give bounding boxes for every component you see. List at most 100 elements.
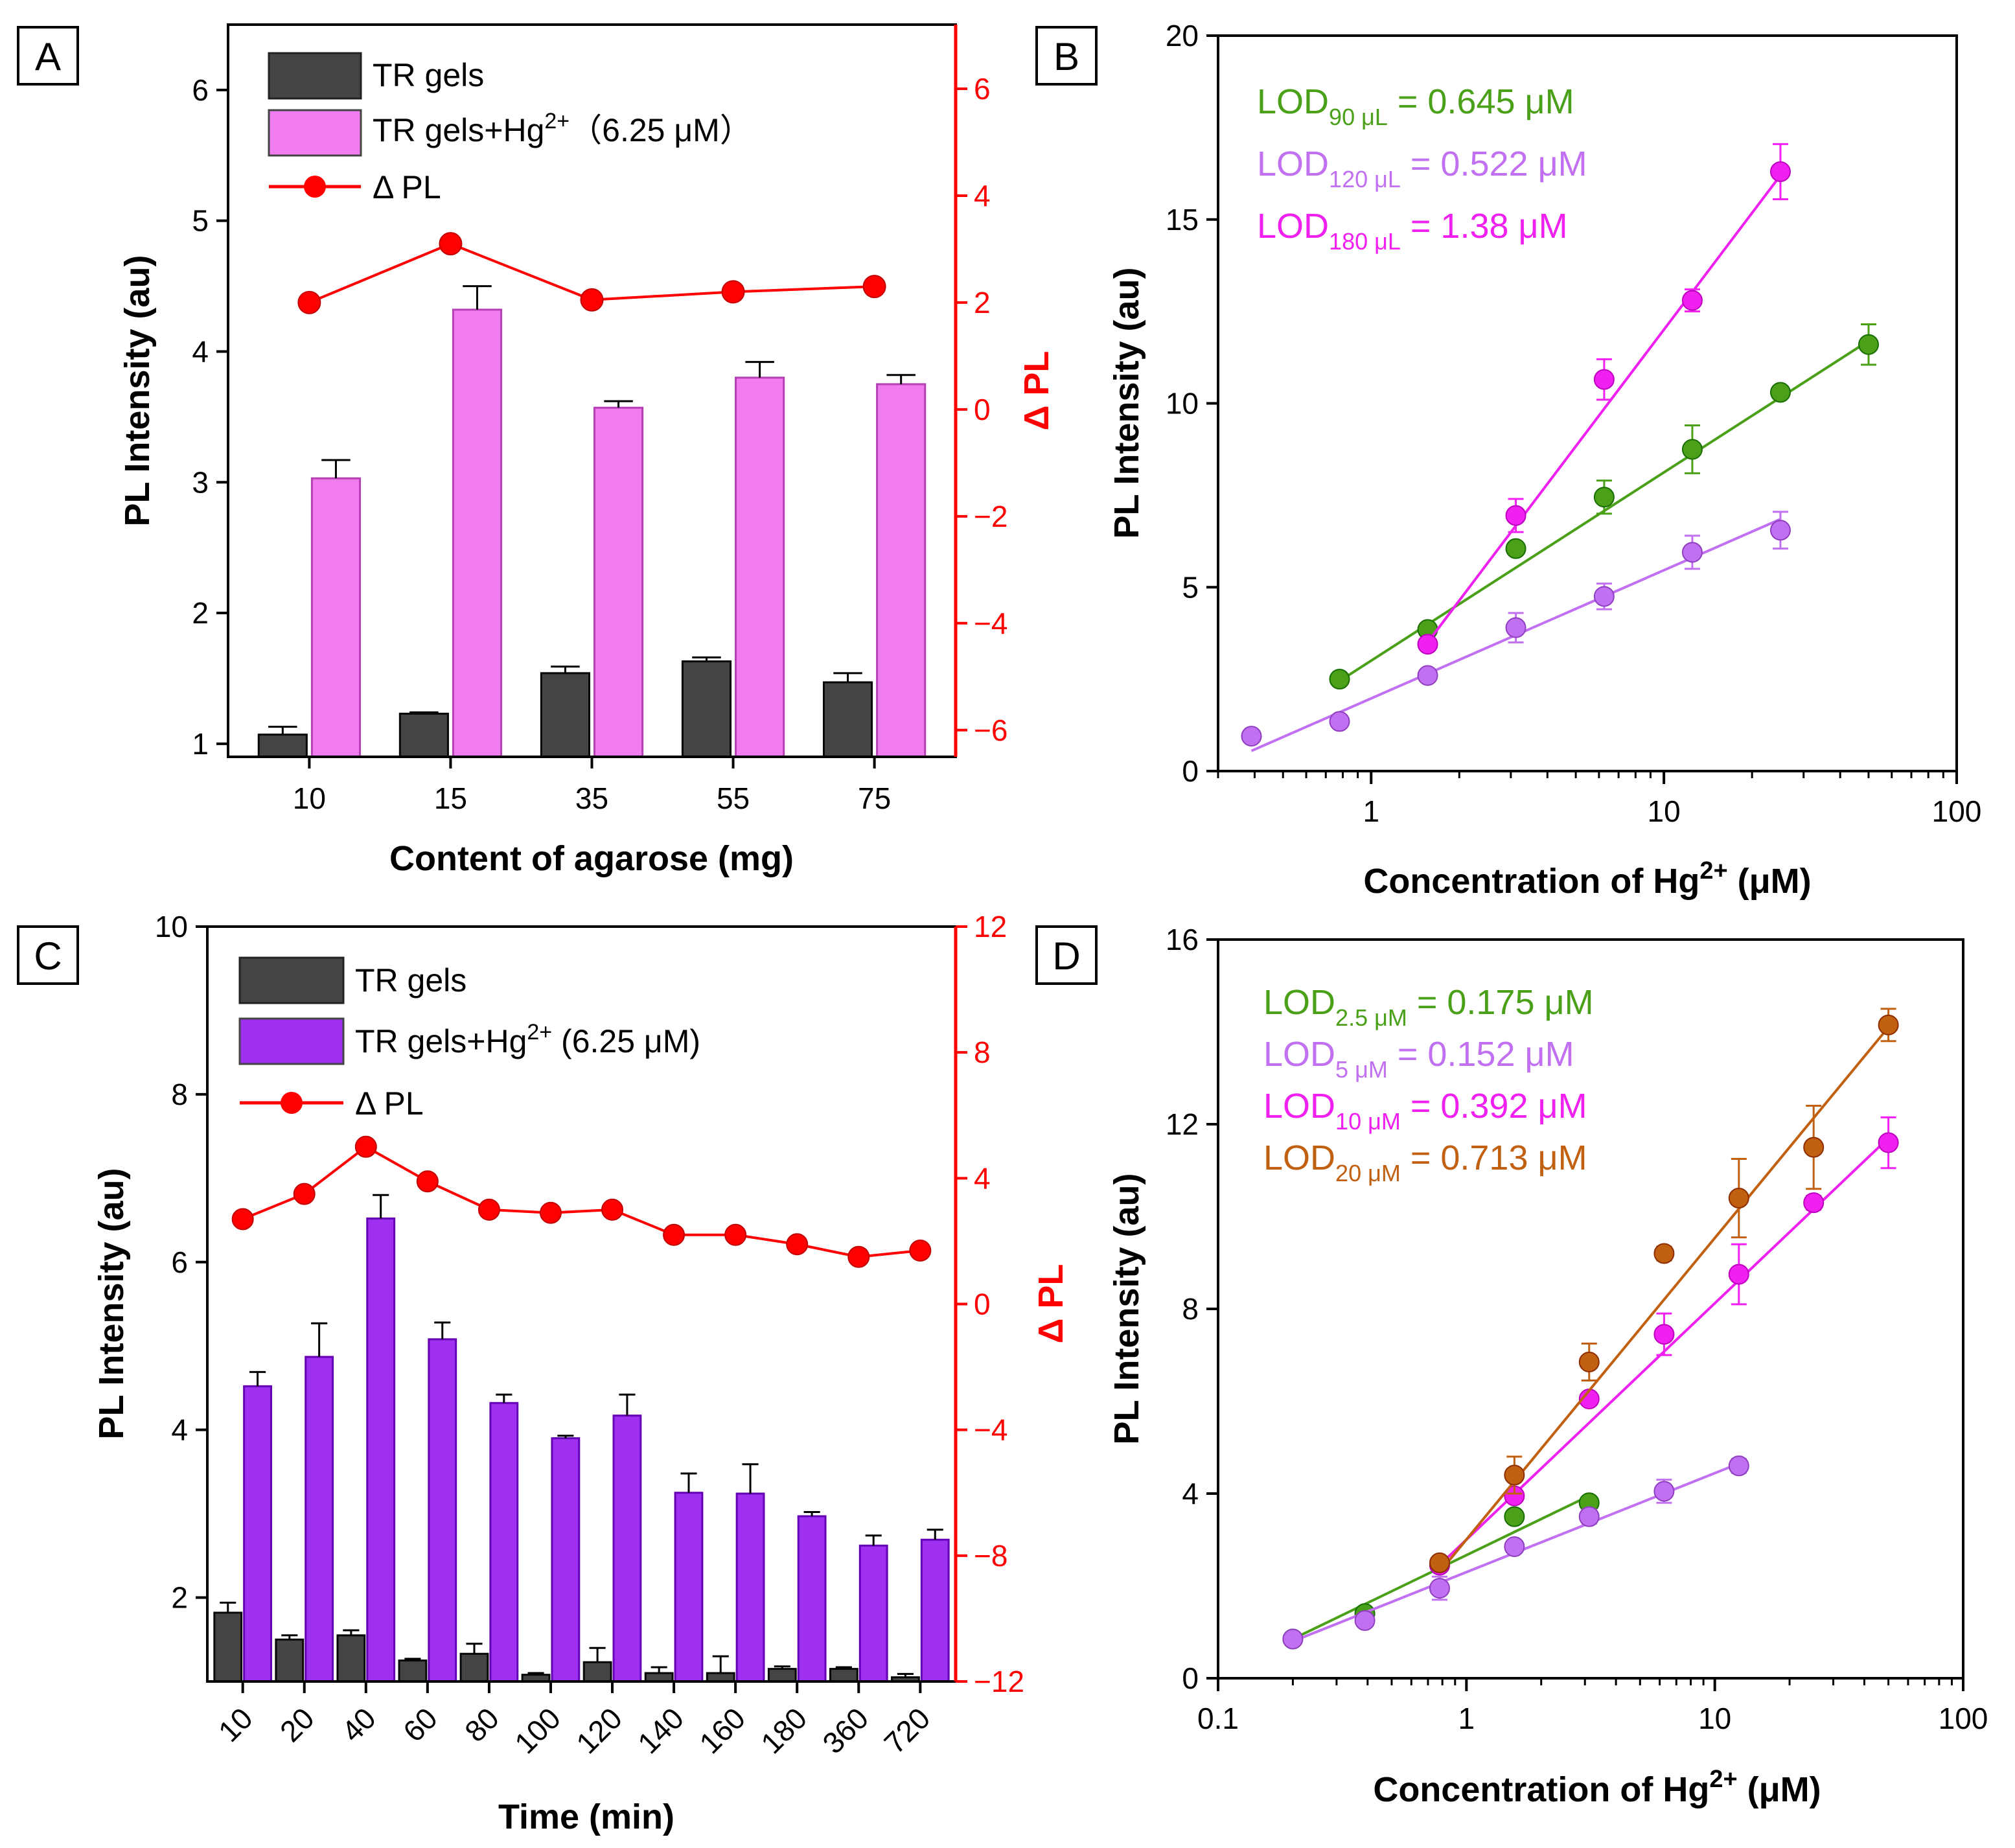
ytick-label-12: 12 — [1166, 1107, 1199, 1141]
lod-annotation-sub: 10 μM — [1335, 1108, 1401, 1135]
lod-annotation-main: LOD — [1257, 82, 1329, 121]
xtick-label-100: 100 — [508, 1701, 567, 1760]
xtick-label-75: 75 — [858, 781, 891, 815]
legend-c-label-red: Δ PL — [355, 1085, 424, 1122]
data-point-5μM-6.25 — [1653, 1481, 1675, 1502]
data-point-20μM-25 — [1803, 1137, 1825, 1158]
bar-dark-15 — [398, 712, 449, 758]
ytick-label-left-5: 5 — [192, 204, 209, 238]
panel-d-xlabel-sup: 2+ — [1709, 1766, 1737, 1793]
panel-c-xlabel: Time (min) — [498, 1797, 674, 1836]
bar-dark-180 — [767, 1668, 797, 1683]
lod-annotation-sub: 2.5 μM — [1335, 1004, 1407, 1031]
data-point-20μM-12.5 — [1728, 1188, 1749, 1208]
panel-c-ylabel: PL Intensity (au) — [92, 1168, 131, 1439]
delta-pl-point-10 — [231, 1208, 254, 1230]
data-point-90μL-6.25 — [1593, 487, 1615, 508]
panel-a-ticks: 1 2 3 4 5 6 −6 −4 −2 0 2 4 6 10 15 35 55 75 — [192, 72, 1008, 815]
xtick-label-10: 10 — [212, 1701, 259, 1748]
xtick-label-1: 1 — [1458, 1702, 1475, 1735]
bar-hg-180 — [797, 1515, 827, 1683]
data-point-180μL-6.25 — [1593, 369, 1615, 390]
data-point-20μM-6.25 — [1653, 1243, 1675, 1264]
data-point-5μM-0.78 — [1429, 1578, 1450, 1599]
delta-pl-point-100 — [539, 1201, 562, 1224]
lod-annotation-3: LOD180 μL = 1.38 μM — [1257, 207, 1568, 255]
data-point-180μL-25 — [1769, 161, 1791, 182]
data-point-5μM-3.12 — [1578, 1506, 1600, 1527]
ytick-label-right--8: −8 — [974, 1539, 1008, 1573]
bar-dark-120 — [582, 1661, 612, 1683]
xtick-label-100: 100 — [1932, 794, 1982, 828]
panel-d-xlabel: Concentration of Hg2+ (μM) — [1373, 1766, 1821, 1809]
panel-a-ylabel-right: Δ PL — [1017, 351, 1056, 431]
xtick-label-15: 15 — [434, 781, 467, 815]
panel-d-letter: D — [1052, 934, 1080, 978]
bar-dark-75 — [822, 681, 873, 758]
legend-a-marker-red — [304, 176, 326, 198]
xtick-label-160: 160 — [693, 1701, 752, 1760]
panel-b-ylabel: PL Intensity (au) — [1107, 267, 1146, 538]
data-point-120μL-0.78 — [1329, 711, 1350, 732]
panel-a: 1 2 3 4 5 6 −6 −4 −2 0 2 4 6 10 15 35 55 75 A TR gels TR … — [17, 23, 1056, 878]
lod-annotation-4: LOD20 μM = 0.713 μM — [1263, 1138, 1587, 1186]
panel-d-xlabel-end: (μM) — [1738, 1770, 1821, 1809]
panel-d-marks — [1282, 1008, 1899, 1650]
bar-dark-20 — [275, 1638, 305, 1683]
legend-a-swatch-dark — [268, 52, 362, 100]
delta-pl-point-360 — [847, 1245, 870, 1268]
ytick-label-5: 5 — [1182, 570, 1199, 604]
lod-annotation-rest: = 0.175 μM — [1407, 983, 1594, 1022]
lod-annotation-sub: 20 μM — [1335, 1160, 1401, 1186]
data-point-5μM-0.2 — [1282, 1628, 1304, 1650]
lod-annotation-2: LOD120 μL = 0.522 μM — [1257, 144, 1587, 192]
data-point-10μM-50 — [1878, 1132, 1899, 1153]
xtick-label-720: 720 — [877, 1701, 936, 1760]
bar-dark-55 — [681, 660, 732, 758]
legend-a-label-pink-sup: 2+ — [544, 109, 570, 133]
xtick-label-80: 80 — [458, 1701, 505, 1748]
delta-pl-point-35 — [580, 288, 604, 312]
panel-c: 2 4 6 8 10 −12 −8 −4 0 4 8 12 10 20 40 60 80 100 120 140 160… — [17, 910, 1070, 1836]
lod-annotation-main: LOD — [1263, 1138, 1335, 1177]
bar-hg-15 — [452, 308, 503, 758]
panel-a-letter-box — [17, 26, 79, 86]
ytick-label-left-10: 10 — [155, 910, 188, 943]
ytick-label-left-4: 4 — [192, 334, 209, 368]
xtick-label-55: 55 — [717, 781, 750, 815]
ytick-label-0: 0 — [1182, 754, 1199, 788]
data-point-180μL-3.12 — [1505, 505, 1526, 526]
legend-c-marker-red — [281, 1092, 303, 1114]
data-point-120μL-0.39 — [1241, 726, 1262, 747]
panel-b-letter: B — [1054, 35, 1079, 78]
lod-annotation-main: LOD — [1263, 1035, 1335, 1074]
ytick-label-right--4: −4 — [974, 606, 1008, 640]
bar-hg-720 — [920, 1538, 950, 1683]
bar-dark-60 — [398, 1659, 428, 1683]
bar-dark-10 — [213, 1611, 243, 1683]
ytick-label-right-4: 4 — [974, 1161, 991, 1195]
ytick-label-right-4: 4 — [974, 179, 991, 213]
panel-a-xlabel: Content of agarose (mg) — [389, 839, 794, 878]
delta-pl-point-120 — [601, 1198, 624, 1221]
bar-hg-55 — [735, 376, 785, 758]
lod-annotation-sub: 180 μL — [1329, 228, 1401, 255]
bar-dark-10 — [257, 733, 308, 758]
data-point-120μL-1.56 — [1417, 665, 1438, 686]
delta-pl-point-160 — [724, 1223, 747, 1246]
data-point-5μM-1.56 — [1504, 1536, 1525, 1557]
data-point-90μL-25 — [1769, 382, 1791, 403]
data-point-120μL-3.12 — [1505, 617, 1526, 638]
data-point-120μL-25 — [1769, 520, 1791, 541]
lod-annotation-main: LOD — [1257, 144, 1329, 183]
xtick-label-20: 20 — [273, 1701, 321, 1748]
bar-hg-35 — [593, 406, 644, 758]
panel-b-xlabel-end: (μM) — [1728, 862, 1812, 901]
delta-pl-point-15 — [439, 232, 463, 256]
xtick-label-10: 10 — [293, 781, 326, 815]
bar-hg-140 — [674, 1492, 704, 1683]
